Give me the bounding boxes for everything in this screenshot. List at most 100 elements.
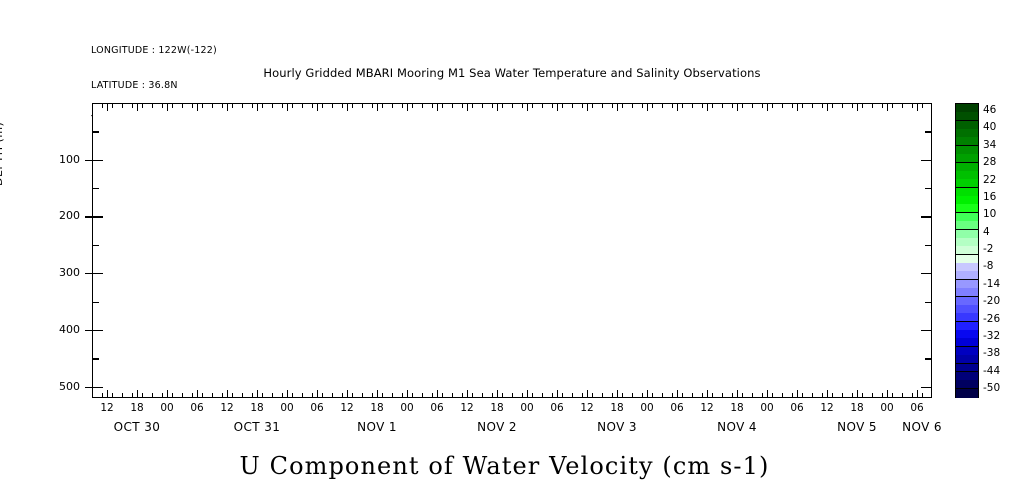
x-minor-tick: [732, 393, 733, 398]
x-minor-tick: [402, 103, 403, 108]
x-minor-tick: [282, 103, 283, 108]
x-major-tick: [797, 103, 799, 111]
x-major-tick: [827, 103, 829, 111]
x-minor-tick: [152, 393, 153, 398]
x-major-tick: [767, 103, 769, 111]
y-major-tick: [921, 273, 932, 275]
x-major-tick: [917, 103, 919, 111]
x-minor-tick: [722, 103, 723, 108]
x-minor-tick: [342, 103, 343, 108]
x-date-label: OCT 31: [233, 420, 281, 434]
y-minor-tick: [925, 358, 932, 360]
x-major-tick: [137, 103, 139, 111]
x-minor-tick: [342, 393, 343, 398]
x-minor-tick: [772, 393, 773, 398]
y-major-tick: [921, 329, 932, 332]
x-hour-label: 12: [340, 402, 354, 414]
x-hour-label: 06: [430, 402, 444, 414]
x-minor-tick: [552, 393, 553, 398]
x-minor-tick: [872, 393, 873, 398]
x-major-tick: [437, 390, 439, 398]
x-major-tick: [917, 390, 919, 398]
y-minor-tick: [925, 188, 932, 190]
x-minor-tick: [542, 103, 543, 108]
colorbar-tick-label: -32: [983, 329, 1001, 342]
x-major-tick: [437, 103, 439, 111]
y-minor-tick: [925, 244, 932, 247]
x-minor-tick: [632, 393, 633, 398]
x-minor-tick: [912, 393, 913, 398]
x-minor-tick: [372, 103, 373, 108]
x-major-tick: [377, 390, 379, 398]
x-minor-tick: [482, 393, 483, 398]
x-minor-tick: [212, 103, 213, 108]
x-minor-tick: [632, 103, 633, 108]
colorbar-tick-label: -14: [983, 277, 1001, 290]
y-major-tick: [921, 386, 932, 388]
colorbar-tick-label: -38: [983, 347, 1001, 360]
x-minor-tick: [622, 393, 623, 398]
x-minor-tick: [362, 103, 363, 108]
x-major-tick: [167, 103, 169, 111]
x-hour-label: 18: [850, 402, 864, 414]
x-minor-tick: [392, 103, 393, 108]
x-minor-tick: [792, 103, 793, 108]
x-minor-tick: [782, 103, 783, 108]
x-minor-tick: [602, 393, 603, 398]
x-major-tick: [257, 103, 259, 111]
x-minor-tick: [122, 103, 123, 108]
x-minor-tick: [122, 393, 123, 398]
x-major-tick: [137, 390, 139, 398]
x-hour-label: 06: [190, 402, 204, 414]
x-major-tick: [467, 390, 469, 398]
x-hour-label: 18: [610, 402, 624, 414]
colorbar-tick-label: 46: [983, 104, 997, 116]
x-major-tick: [287, 103, 289, 111]
x-minor-tick: [262, 103, 263, 108]
x-minor-tick: [912, 103, 913, 108]
x-hour-label: 00: [760, 402, 774, 414]
x-minor-tick: [232, 393, 233, 398]
x-minor-tick: [842, 393, 843, 398]
y-tick-label: 100: [59, 152, 80, 166]
x-minor-tick: [902, 393, 903, 398]
x-minor-tick: [142, 103, 143, 108]
x-minor-tick: [222, 103, 223, 108]
x-minor-tick: [462, 393, 463, 398]
x-minor-tick: [722, 393, 723, 398]
colorbar-tick-label: -26: [983, 312, 1001, 325]
x-minor-tick: [652, 393, 653, 398]
x-hour-label: 12: [580, 402, 594, 414]
y-major-tick: [92, 329, 103, 332]
x-date-label: NOV 1: [357, 420, 397, 434]
x-major-tick: [677, 390, 679, 398]
x-minor-tick: [662, 103, 663, 108]
x-minor-tick: [522, 393, 523, 398]
x-hour-label: 00: [160, 402, 174, 414]
x-minor-tick: [362, 393, 363, 398]
x-minor-tick: [782, 393, 783, 398]
x-minor-tick: [522, 103, 523, 108]
x-major-tick: [197, 390, 199, 398]
y-outward-tick: [85, 386, 93, 388]
x-major-tick: [107, 390, 109, 398]
x-minor-tick: [642, 103, 643, 108]
x-hour-label: 12: [460, 402, 474, 414]
colorbar-band: [956, 388, 978, 398]
x-minor-tick: [702, 393, 703, 398]
x-minor-tick: [502, 103, 503, 108]
x-major-tick: [617, 103, 619, 111]
x-hour-label: 12: [700, 402, 714, 414]
x-minor-tick: [292, 393, 293, 398]
x-major-tick: [527, 390, 529, 398]
x-major-tick: [557, 103, 559, 111]
x-minor-tick: [252, 103, 253, 108]
x-hour-label: 00: [640, 402, 654, 414]
x-minor-tick: [922, 393, 923, 398]
x-date-label: NOV 6: [902, 420, 942, 434]
x-major-tick: [347, 390, 349, 398]
x-hour-label: 00: [400, 402, 414, 414]
x-minor-tick: [422, 103, 423, 108]
x-minor-tick: [392, 393, 393, 398]
